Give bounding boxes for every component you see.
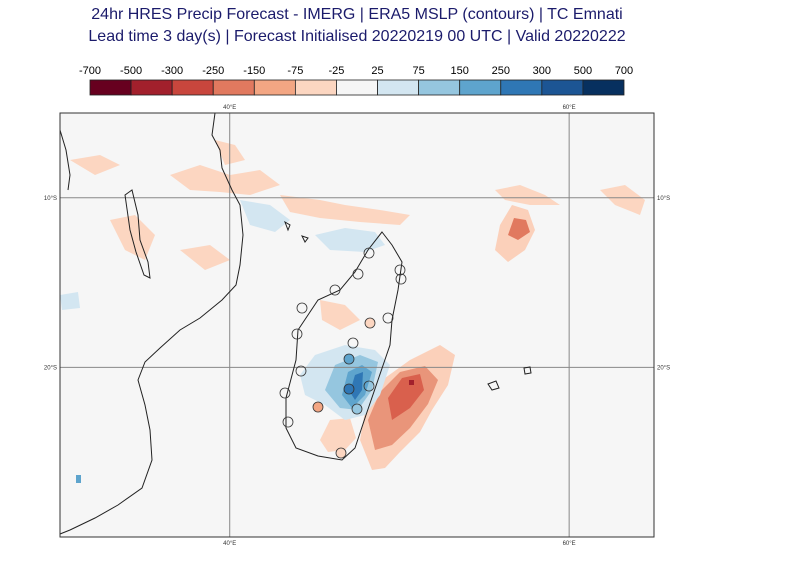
colorbar-tick-label: -75 bbox=[287, 65, 303, 77]
map-background bbox=[60, 113, 654, 537]
y-tick-label: 20°S bbox=[657, 365, 670, 371]
precip-area bbox=[320, 300, 360, 330]
precip-area bbox=[240, 200, 290, 232]
precip-area bbox=[70, 155, 120, 175]
coastline bbox=[59, 112, 244, 535]
station bbox=[364, 317, 376, 329]
colorbar-tick-label: -150 bbox=[243, 65, 265, 77]
colorbar-bin bbox=[500, 79, 543, 96]
colorbar-tick-label: 150 bbox=[451, 65, 469, 77]
station bbox=[343, 353, 355, 365]
island bbox=[301, 235, 309, 243]
station bbox=[296, 302, 308, 314]
colorbar-tick-label: -250 bbox=[202, 65, 224, 77]
precip-area bbox=[180, 245, 230, 270]
precip-area bbox=[320, 418, 356, 452]
stations bbox=[279, 247, 407, 459]
precip-area bbox=[170, 165, 280, 195]
colorbar-bin bbox=[253, 79, 296, 96]
station bbox=[343, 383, 355, 395]
graticule: 40°E 40°E 60°E 60°E 10°S 10°S 20°S 20°S bbox=[44, 105, 670, 547]
x-tick-label: 40°E bbox=[223, 541, 236, 547]
island bbox=[487, 380, 500, 391]
precipitation bbox=[60, 140, 645, 483]
colorbar-bin bbox=[377, 79, 420, 96]
precip-area bbox=[60, 292, 80, 310]
colorbar-tick-label: 250 bbox=[492, 65, 510, 77]
precip-area bbox=[409, 380, 414, 385]
station bbox=[312, 401, 324, 413]
station bbox=[282, 416, 294, 428]
colorbar-tick-label: 500 bbox=[574, 65, 592, 77]
x-tick-label: 60°E bbox=[563, 105, 576, 111]
colorbar-tick-label: -700 bbox=[79, 65, 101, 77]
colorbar-bin bbox=[336, 79, 378, 96]
colorbar-tick-label: -300 bbox=[161, 65, 183, 77]
station bbox=[382, 312, 394, 324]
coastline bbox=[59, 129, 71, 191]
colorbar-bin bbox=[171, 79, 214, 96]
precip-area bbox=[280, 195, 410, 225]
station bbox=[363, 247, 375, 259]
subtitle: Lead time 3 day(s) | Forecast Initialise… bbox=[88, 28, 625, 45]
precip-area bbox=[350, 372, 363, 400]
precip-area bbox=[388, 374, 424, 420]
island bbox=[284, 220, 291, 232]
colorbar-tick-label: 75 bbox=[412, 65, 424, 77]
colorbar-bin bbox=[212, 79, 255, 96]
x-tick-label: 40°E bbox=[223, 105, 236, 111]
colorbar-bin bbox=[294, 79, 337, 96]
colorbar-tick-label: -500 bbox=[120, 65, 142, 77]
island bbox=[523, 366, 532, 375]
colorbar-bin bbox=[582, 79, 625, 96]
lake bbox=[124, 189, 151, 279]
colorbar-tick-label: -25 bbox=[329, 65, 345, 77]
coastlines bbox=[59, 112, 532, 535]
precip-area bbox=[508, 218, 530, 240]
station bbox=[351, 403, 363, 415]
map-frame bbox=[59, 112, 655, 538]
station bbox=[352, 268, 364, 280]
colorbar-bin bbox=[541, 79, 584, 96]
precip-area bbox=[76, 475, 81, 483]
station bbox=[279, 387, 291, 399]
title: 24hr HRES Precip Forecast - IMERG | ERA5… bbox=[91, 6, 622, 23]
station bbox=[394, 264, 406, 276]
station bbox=[291, 328, 303, 340]
station bbox=[335, 447, 347, 459]
colorbar-tick-label: 700 bbox=[615, 65, 633, 77]
precip-area bbox=[315, 228, 385, 252]
colorbar-tick-label: 25 bbox=[371, 65, 383, 77]
y-tick-label: 20°S bbox=[44, 365, 57, 371]
colorbar-bin bbox=[459, 79, 502, 96]
y-tick-label: 10°S bbox=[657, 196, 670, 202]
station bbox=[329, 284, 341, 296]
precip-area bbox=[600, 185, 645, 215]
x-tick-label: 60°E bbox=[563, 541, 576, 547]
station bbox=[295, 365, 307, 377]
colorbar: -700 -500 -300 -250 -150 -75 -25 25 75 150 250 300 5… bbox=[79, 65, 633, 96]
colorbar-tick-label: 300 bbox=[533, 65, 551, 77]
precip-area bbox=[495, 185, 560, 205]
colorbar-bin bbox=[89, 79, 132, 96]
colorbar-bin bbox=[418, 79, 461, 96]
madagascar bbox=[285, 231, 403, 461]
station bbox=[363, 380, 375, 392]
colorbar-bin bbox=[130, 79, 173, 96]
station bbox=[395, 273, 407, 285]
y-tick-label: 10°S bbox=[44, 196, 57, 202]
station bbox=[347, 337, 359, 349]
